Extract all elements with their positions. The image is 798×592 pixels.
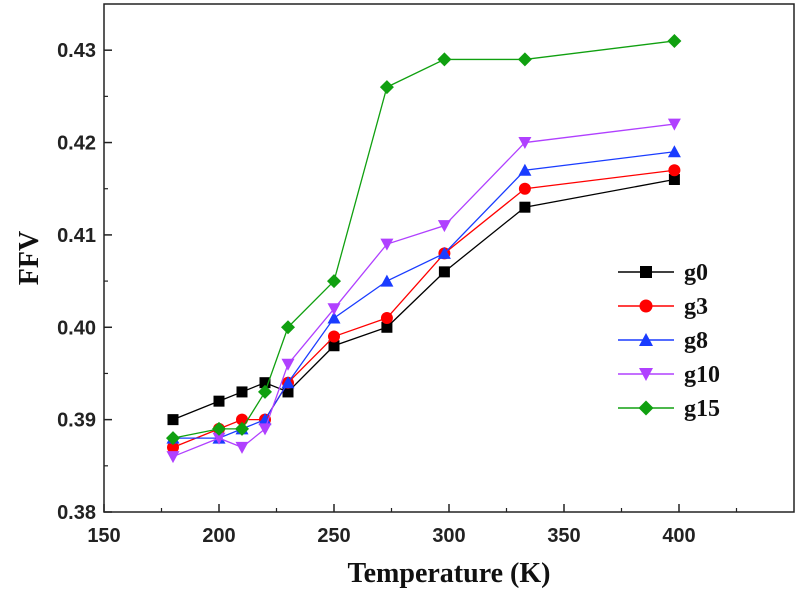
y-tick-label: 0.42 [57,133,96,155]
data-point-g0 [519,201,531,213]
x-axis-title: Temperature (K) [348,558,551,589]
series-line-g10 [172,123,675,458]
legend-label-g0: g0 [684,260,708,286]
data-point-g0 [259,377,271,389]
data-point-g8 [437,246,451,259]
legend-label-g8: g8 [684,328,708,354]
series-g10 [166,118,681,464]
y-axis-title: FFV [14,231,45,285]
data-point-g15 [235,421,249,436]
data-point-g0 [213,395,225,407]
data-point-g3 [518,182,531,195]
data-point-g10 [380,238,394,251]
data-point-g15 [517,52,532,67]
data-point-g10 [437,220,451,233]
legend-item-g15: g15 [618,396,720,422]
legend-marker-g0 [640,266,652,278]
data-point-g0 [381,321,393,333]
data-point-g15 [212,421,226,436]
tick-labels: 150 200 250 300 350 400 0.38 0.39 0.40 0.41 0.42 0.… [57,40,696,547]
data-point-g3 [236,413,248,426]
series-line-g15 [172,40,675,439]
data-point-g8 [281,376,295,389]
data-point-g10 [258,423,272,436]
legend-marker-g3 [639,299,653,313]
data-point-g15 [379,80,394,95]
series-g15 [166,33,682,446]
data-point-g0 [668,173,680,185]
x-tick-label: 150 [87,525,120,547]
legend-item-g0: g0 [618,260,708,286]
series-g8 [166,145,681,444]
legend: g0 g3 g8 g10 g15 [618,260,720,422]
y-tick-label: 0.39 [57,410,96,432]
data-point-g3 [328,330,340,343]
data-point-g3 [167,441,179,454]
y-tick-label: 0.38 [57,502,96,524]
legend-marker-g8 [639,333,653,346]
series-line-g8 [173,151,675,439]
series-line-g3 [172,169,675,448]
data-point-g10 [212,432,226,445]
data-point-g10 [235,441,249,454]
data-point-g15 [258,384,272,399]
legend-marker-g15 [638,400,654,416]
legend-label-g15: g15 [684,396,720,422]
data-point-g0 [167,414,179,426]
data-point-g8 [380,274,394,287]
data-point-g0 [438,266,450,278]
axis-ticks [103,49,738,513]
data-point-g15 [281,320,295,335]
x-tick-label: 350 [547,525,580,547]
y-tick-label: 0.43 [57,40,96,62]
data-point-g10 [667,118,681,131]
data-point-g8 [518,163,532,176]
data-point-g8 [327,311,341,324]
data-point-g8 [667,145,681,158]
x-tick-label: 250 [317,525,350,547]
data-point-g3 [380,312,393,325]
plot-marks [166,33,682,464]
legend-item-g8: g8 [618,328,708,354]
y-tick-label: 0.40 [57,317,96,339]
data-point-g10 [327,303,341,316]
series-line-g0 [172,178,675,421]
legend-label-g10: g10 [684,362,720,388]
data-point-g15 [437,52,452,67]
legend-item-g3: g3 [618,294,708,320]
legend-label-g3: g3 [684,294,708,320]
series-g0 [167,173,680,426]
data-point-g10 [518,137,532,150]
x-tick-label: 200 [202,525,235,547]
data-point-g15 [166,431,180,446]
x-tick-label: 300 [432,525,465,547]
series-g3 [167,164,681,454]
data-point-g3 [668,164,681,177]
legend-item-g10: g10 [618,362,720,388]
data-point-g0 [328,340,340,352]
data-point-g15 [667,33,682,48]
data-point-g15 [327,274,341,289]
data-point-g0 [282,386,294,398]
data-point-g0 [236,386,248,398]
y-tick-label: 0.41 [57,225,96,247]
x-tick-label: 400 [662,525,695,547]
data-point-g8 [258,413,272,426]
legend-marker-g10 [639,368,653,381]
data-point-g10 [281,358,295,371]
data-point-g10 [166,451,180,464]
